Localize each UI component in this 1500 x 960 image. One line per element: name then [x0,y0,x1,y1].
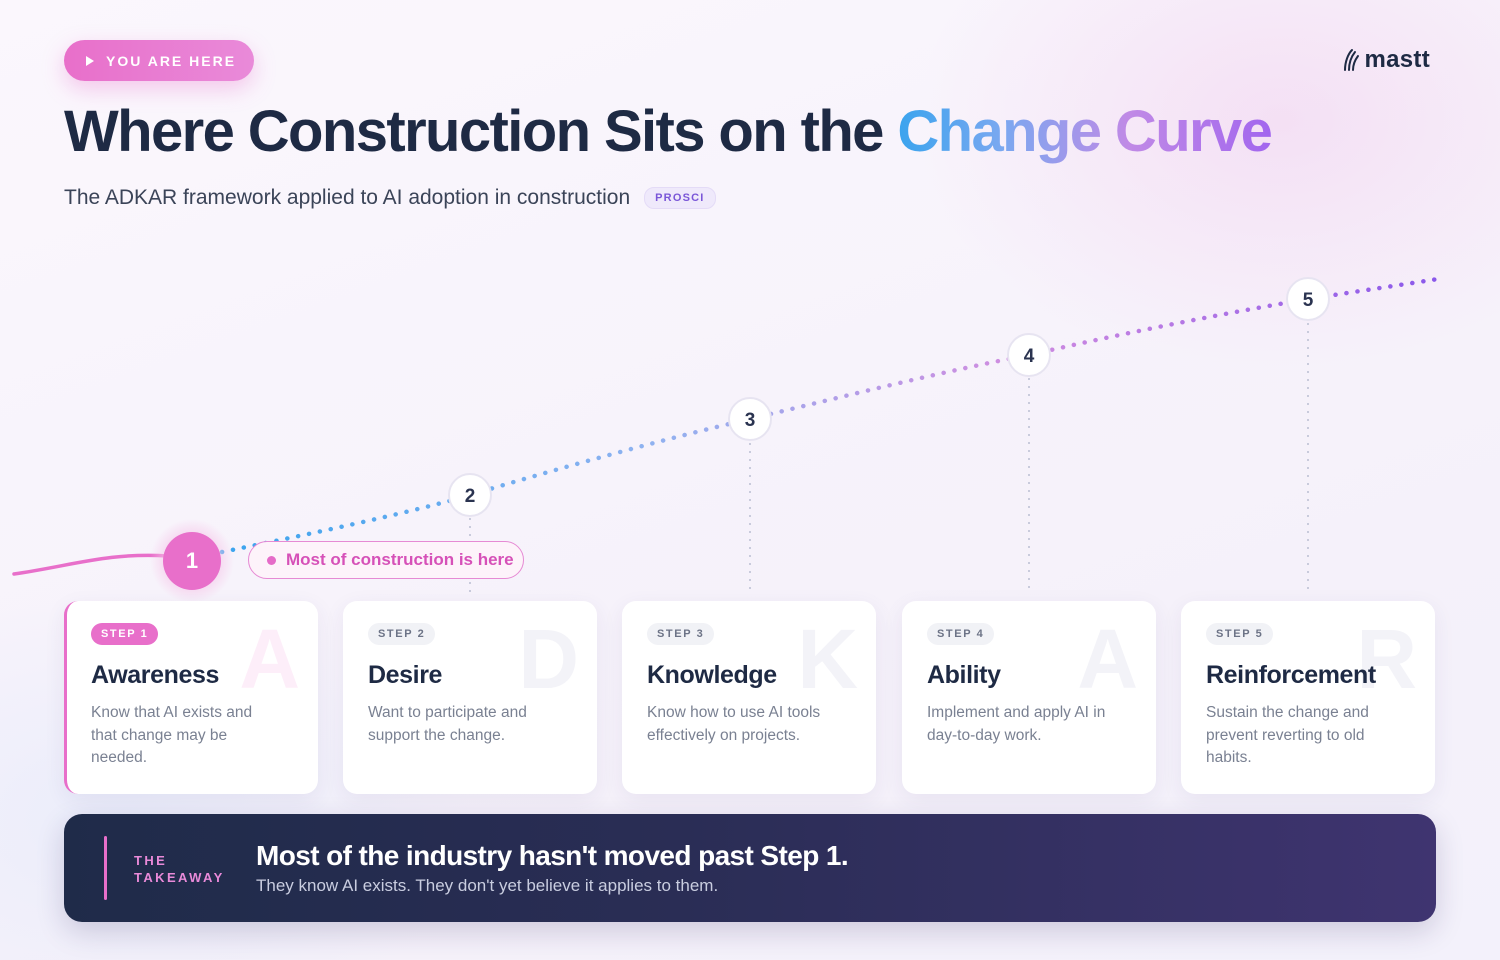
step-badge: STEP 5 [1206,623,1274,645]
card-watermark-letter: D [518,612,579,706]
page-title: Where Construction Sits on the Change Cu… [64,98,1273,165]
node-number: 5 [1303,290,1314,311]
curve-node-3: 3 [728,397,772,441]
curve-dotted-path [219,276,1441,555]
takeaway-label: THE TAKEAWAY [134,853,225,885]
step-description: Want to participate and support the chan… [368,704,527,744]
card-watermark-letter: K [797,612,858,706]
node-circle [1286,277,1330,321]
subtitle-text: The ADKAR framework applied to AI adopti… [64,186,631,209]
step-description: Sustain the change and prevent reverting… [1206,704,1369,766]
takeaway-headline: Most of the industry hasn't moved past S… [256,840,849,871]
node-circle [448,473,492,517]
takeaway-banner: THE TAKEAWAY Most of the industry hasn't… [64,814,1436,922]
curve-node-4: 4 [1007,333,1051,377]
curve-node-5: 5 [1286,277,1330,321]
step-description: Know how to use AI tools effectively on … [647,704,821,744]
step-card-ability[interactable]: A STEP 4 Ability Implement and apply AI … [902,601,1156,794]
logo-text: mastt [1364,46,1430,73]
node-number: 3 [745,410,756,431]
step-badge: STEP 3 [647,623,715,645]
step-card-reinforcement[interactable]: R STEP 5 Reinforcement Sustain the chang… [1181,601,1435,794]
card-watermark-letter: A [239,612,300,706]
step-card-desire[interactable]: D STEP 2 Desire Want to participate and … [343,601,597,794]
prosci-tag: PROSCI [644,187,716,209]
title-main: Where Construction Sits on the [64,99,898,164]
curve-node-1: 1 [150,519,234,603]
curve-lead-in [12,553,170,576]
step-badge: STEP 4 [927,623,995,645]
node-number: 4 [1024,346,1035,367]
step-description: Implement and apply AI in day-to-day wor… [927,704,1106,744]
step-description: Know that AI exists and that change may … [91,704,253,766]
node-number: 2 [465,486,476,507]
step-card-awareness[interactable]: A STEP 1 Awareness Know that AI exists a… [64,601,318,794]
callout-text: Most of construction is here [286,550,514,569]
step-badge: STEP 1 [91,623,159,645]
curve-nodes: 1 2 3 4 5 [150,277,1330,603]
step-badge: STEP 2 [368,623,436,645]
step-title: Knowledge [647,661,777,689]
mastt-logo[interactable]: mastt [1342,46,1430,74]
step-title: Desire [368,661,443,689]
play-triangle-icon [86,55,94,66]
card-watermark-letter: A [1077,612,1138,706]
curve-node-2: 2 [448,473,492,517]
takeaway-subtext: They know AI exists. They don't yet beli… [256,876,719,895]
node-number: 1 [186,548,198,573]
step-card-knowledge[interactable]: K STEP 3 Knowledge Know how to use AI to… [622,601,876,794]
active-node-circle [163,532,221,590]
mastt-logo-icon [1344,49,1360,71]
node-circle [1007,333,1051,377]
you-are-here-label: YOU ARE HERE [106,52,237,69]
step-title: Reinforcement [1206,661,1376,689]
you-are-here-badge: YOU ARE HERE [64,40,254,81]
card-watermark-letter: R [1356,612,1417,706]
node-circle [728,397,772,441]
title-accent: Change Curve [897,99,1273,164]
construction-here-callout: Most of construction is here [248,541,524,579]
step-title: Ability [927,661,1001,689]
page-subtitle: The ADKAR framework applied to AI adopti… [64,186,716,210]
callout-dot-icon [267,555,276,565]
step-title: Awareness [91,661,219,689]
takeaway-accent-bar [104,836,107,900]
